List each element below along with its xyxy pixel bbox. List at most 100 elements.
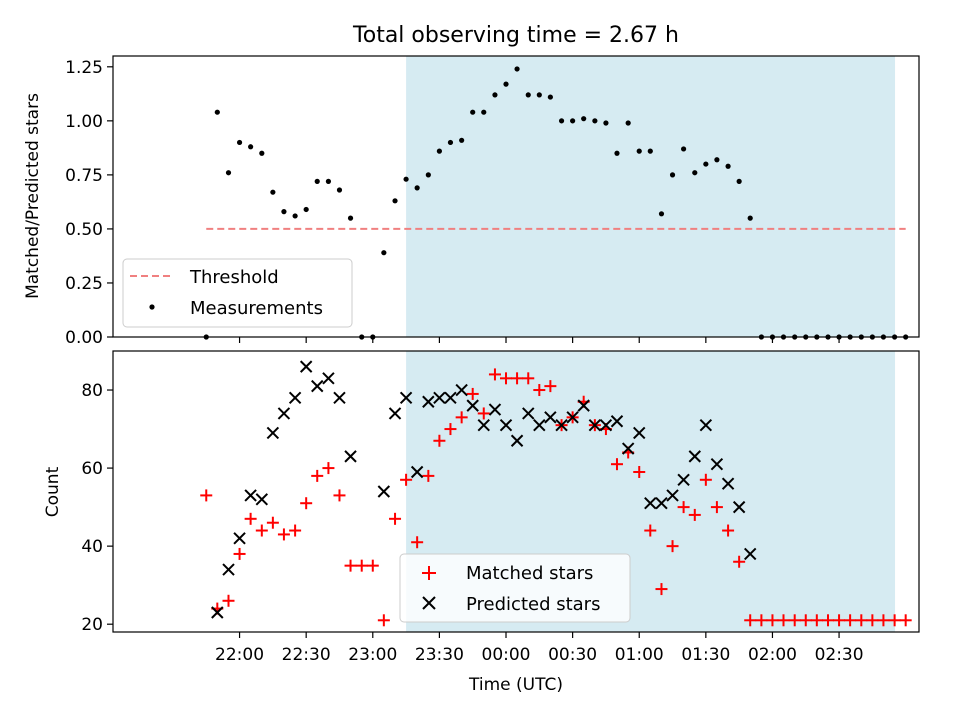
measurement-point <box>492 92 498 98</box>
matched-star-point <box>344 559 357 572</box>
matched-star-point <box>666 540 679 553</box>
matched-star-point <box>233 547 246 560</box>
predicted-star-point <box>311 379 324 393</box>
predicted-star-point <box>510 434 524 447</box>
predicted-star-point <box>621 442 635 455</box>
measurement-point <box>292 213 298 219</box>
measurement-point <box>325 178 332 184</box>
measurement-point <box>625 120 631 126</box>
matched-star-point <box>677 501 690 514</box>
measurement-point <box>447 139 454 146</box>
matched-star-point <box>400 473 413 486</box>
x-tick-label: 02:30 <box>815 645 864 665</box>
top-y-axis-label: Matched/Predicted stars <box>23 93 43 299</box>
x-tick-label: 23:00 <box>348 645 397 665</box>
predicted-star-point <box>288 391 302 405</box>
x-tick-label: 02:00 <box>748 645 797 665</box>
measurement-point <box>347 215 354 221</box>
top-panel: 0.00 0.25 0.50 0.75 1.00 1.25 Matched/Predict… <box>23 55 920 348</box>
matched-star-point <box>810 614 823 627</box>
matched-star-point <box>822 614 835 627</box>
measurement-point <box>714 157 720 163</box>
measurement-point <box>270 189 276 195</box>
measurement-point <box>470 109 476 115</box>
measurement-point <box>436 148 442 154</box>
top-y-tick-label: 1.00 <box>65 112 103 132</box>
bottom-y-axis: 20 40 60 80 <box>81 381 113 635</box>
top-y-tick-label: 0.25 <box>65 274 103 294</box>
predicted-star-point <box>710 457 724 471</box>
measurement-point <box>259 150 265 156</box>
predicted-star-point <box>277 407 291 420</box>
legend-matched-marker <box>422 566 436 580</box>
matched-star-point <box>433 434 446 447</box>
predicted-star-point <box>244 489 257 502</box>
matched-star-point <box>255 524 268 537</box>
top-y-tick-label: 0.50 <box>65 220 103 240</box>
matched-star-point <box>733 555 746 568</box>
matched-star-point <box>722 524 735 537</box>
matched-star-point <box>311 469 324 482</box>
measurement-point <box>503 81 509 87</box>
matched-star-point <box>799 614 812 627</box>
predicted-star-point <box>266 426 280 440</box>
measurement-point <box>248 144 254 150</box>
matched-star-point <box>322 462 335 475</box>
matched-star-point <box>899 614 912 627</box>
predicted-star-point <box>388 407 402 420</box>
measurement-point <box>236 139 243 146</box>
top-y-tick-label: 0.00 <box>65 328 103 348</box>
measurement-point <box>403 176 409 182</box>
predicted-star-point <box>422 395 435 408</box>
predicted-star-point <box>655 497 668 510</box>
predicted-star-point <box>499 418 513 432</box>
measurement-point <box>570 118 576 124</box>
predicted-star-point <box>477 418 490 432</box>
predicted-star-point <box>666 489 679 502</box>
measurement-point <box>636 148 642 154</box>
measurement-point <box>336 187 343 193</box>
legend-predicted-marker <box>422 596 436 610</box>
matched-star-point <box>455 411 468 424</box>
matched-star-point <box>788 614 801 627</box>
predicted-star-point <box>699 418 713 432</box>
bottom-marks <box>200 360 912 627</box>
predicted-star-point <box>399 391 413 405</box>
bottom-y-tick-label: 60 <box>81 459 103 479</box>
matched-star-point <box>544 380 557 393</box>
top-legend: Threshold Measurements <box>122 258 353 328</box>
bottom-y-tick-label: 40 <box>81 537 103 557</box>
legend-measurements-marker <box>149 304 155 310</box>
matched-star-point <box>777 614 790 627</box>
top-plot-frame <box>112 55 920 338</box>
matched-star-point <box>699 473 712 486</box>
measurement-point <box>459 137 465 143</box>
matched-star-point <box>633 465 646 478</box>
predicted-star-point <box>644 497 657 510</box>
predicted-star-point <box>566 411 579 424</box>
bottom-y-tick-label: 80 <box>81 381 103 401</box>
measurement-point <box>680 146 687 152</box>
measurement-point <box>725 163 731 169</box>
measurement-point <box>392 198 398 204</box>
top-y-axis: 0.00 0.25 0.50 0.75 1.00 1.25 <box>65 58 113 348</box>
matched-star-point <box>355 559 368 572</box>
bottom-y-axis-label: Count <box>43 466 63 517</box>
matched-star-point <box>366 559 379 572</box>
measurement-point <box>647 148 653 154</box>
legend-predicted-label: Predicted stars <box>466 594 600 615</box>
predicted-star-point <box>555 418 568 432</box>
matched-star-point <box>266 516 279 529</box>
predicted-star-point <box>433 391 446 405</box>
measurement-point <box>581 116 587 122</box>
x-tick-label: 01:00 <box>615 645 664 665</box>
measurement-point <box>614 150 620 156</box>
predicted-star-point <box>233 532 246 545</box>
bottom-legend: Matched stars Predicted stars <box>399 553 631 623</box>
measurement-point <box>747 215 753 221</box>
measurement-point <box>381 250 387 256</box>
matched-star-point <box>755 614 768 627</box>
matched-star-point <box>289 524 302 537</box>
top-legend-box <box>122 258 353 328</box>
